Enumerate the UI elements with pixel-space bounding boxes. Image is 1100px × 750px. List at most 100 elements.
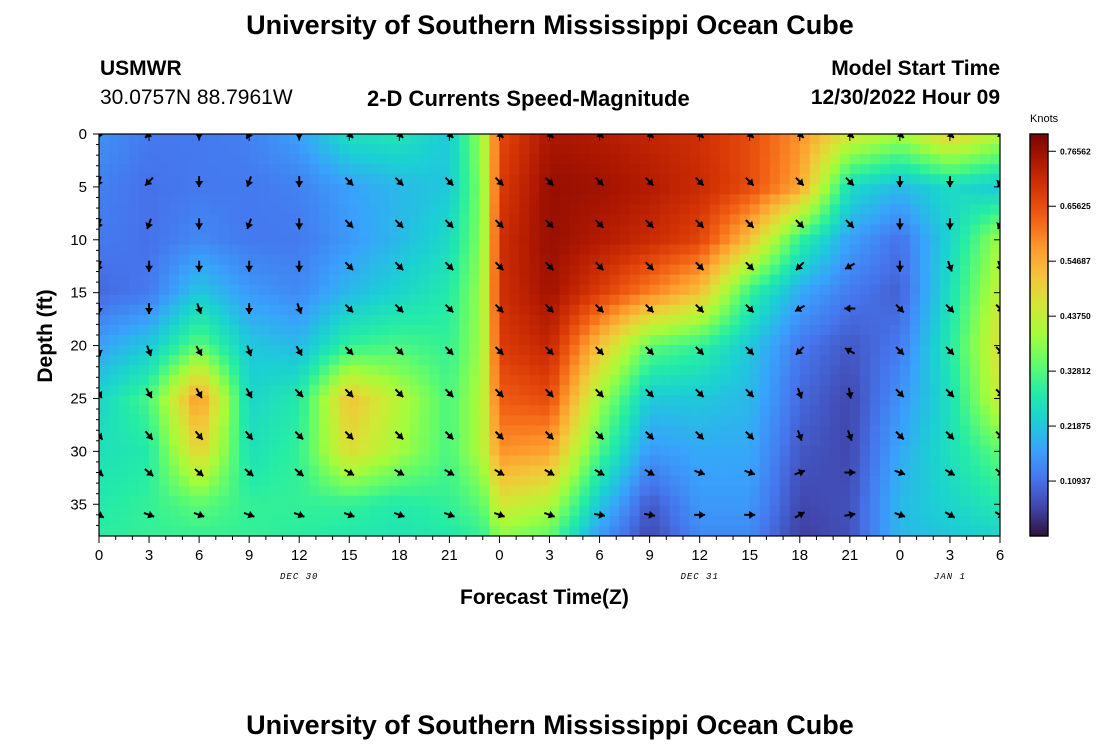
heat-cell — [549, 345, 561, 356]
heat-cell — [459, 525, 471, 536]
heat-cell — [329, 505, 340, 517]
heat-cell — [129, 324, 140, 336]
heat-cell — [619, 254, 631, 266]
heat-cell — [949, 214, 961, 226]
heat-cell — [579, 214, 591, 226]
heat-cell — [469, 335, 481, 346]
heat-cell — [179, 314, 190, 326]
heat-cell — [689, 435, 701, 447]
heat-cell — [119, 525, 130, 536]
heat-cell — [749, 264, 761, 276]
heat-cell — [659, 485, 671, 497]
heat-cell — [659, 254, 671, 266]
heat-cell — [899, 385, 911, 396]
heat-cell — [689, 224, 701, 236]
heat-cell — [349, 164, 360, 175]
heat-cell — [949, 515, 961, 527]
x-tick-label: 18 — [791, 547, 808, 564]
heat-cell — [839, 214, 851, 226]
heat-cell — [409, 525, 420, 536]
heat-cell — [389, 375, 400, 386]
heat-cell — [859, 365, 871, 376]
heat-cell — [739, 425, 751, 437]
heat-cell — [499, 365, 511, 376]
heat-cell — [129, 475, 140, 487]
heat-cell — [599, 304, 611, 316]
heat-cell — [949, 425, 961, 437]
heat-cell — [879, 294, 891, 306]
heat-cell — [469, 134, 481, 145]
heat-cell — [139, 435, 150, 447]
heat-cell — [939, 264, 951, 276]
heat-cell — [739, 525, 751, 536]
heat-cell — [689, 485, 701, 497]
heat-cell — [159, 465, 170, 477]
heat-cell — [639, 244, 651, 256]
heat-cell — [809, 485, 821, 497]
current-vector-arrow — [745, 346, 755, 356]
heat-cell — [229, 234, 240, 246]
heat-cell — [989, 174, 1000, 185]
heat-cell — [599, 415, 611, 427]
heat-cell — [609, 254, 621, 266]
current-vector-arrow — [99, 134, 103, 138]
heat-cell — [849, 385, 861, 396]
heat-cell — [429, 375, 440, 386]
current-vector-arrow — [895, 260, 904, 272]
heat-cell — [219, 214, 230, 226]
heat-cell — [829, 174, 841, 185]
heat-cell — [629, 515, 641, 527]
heat-cell — [579, 435, 591, 447]
heat-cell — [599, 164, 611, 175]
heat-cell — [519, 194, 531, 205]
heat-cell — [459, 515, 471, 527]
heat-cell — [379, 405, 390, 416]
heat-cell — [939, 405, 951, 416]
heat-cell — [349, 515, 360, 527]
heat-cell — [549, 164, 561, 175]
heat-cell — [459, 154, 471, 165]
heat-cell — [419, 375, 430, 386]
heat-cell — [529, 264, 541, 276]
heat-cell — [169, 324, 180, 336]
heat-cell — [869, 515, 881, 527]
heat-cell — [899, 134, 911, 145]
heat-cell — [469, 425, 481, 437]
heat-cell — [389, 355, 400, 366]
heat-cell — [969, 134, 981, 145]
heat-cell — [309, 455, 320, 467]
heat-cell — [549, 475, 561, 487]
heat-cell — [599, 134, 611, 145]
heat-cell — [869, 465, 881, 477]
heat-cell — [959, 174, 971, 185]
heat-cell — [339, 224, 350, 236]
heat-cell — [709, 264, 721, 276]
heat-cell — [909, 174, 921, 185]
heat-cell — [429, 164, 440, 175]
heat-cell — [109, 194, 120, 205]
heat-cell — [379, 154, 390, 165]
heat-cell — [639, 375, 651, 386]
heat-cell — [729, 324, 741, 336]
heat-cell — [909, 365, 921, 376]
heat-cell — [239, 345, 250, 356]
heat-cell — [489, 144, 501, 155]
heat-cell — [979, 314, 991, 326]
heat-cell — [129, 314, 140, 326]
heat-cell — [189, 415, 200, 427]
heat-cell — [569, 415, 581, 427]
heat-cell — [529, 304, 541, 316]
heat-cell — [459, 254, 471, 266]
heat-cell — [729, 224, 741, 236]
heat-cell — [509, 375, 521, 386]
heat-cell — [299, 355, 310, 366]
heat-cell — [859, 395, 871, 406]
heat-cell — [309, 525, 320, 536]
heat-cell — [989, 264, 1000, 276]
heat-cell — [129, 284, 140, 296]
heat-cell — [129, 134, 140, 145]
heat-cell — [769, 335, 781, 346]
heat-cell — [579, 284, 591, 296]
heat-cell — [449, 385, 460, 396]
colorbar-ramp — [1029, 133, 1049, 537]
